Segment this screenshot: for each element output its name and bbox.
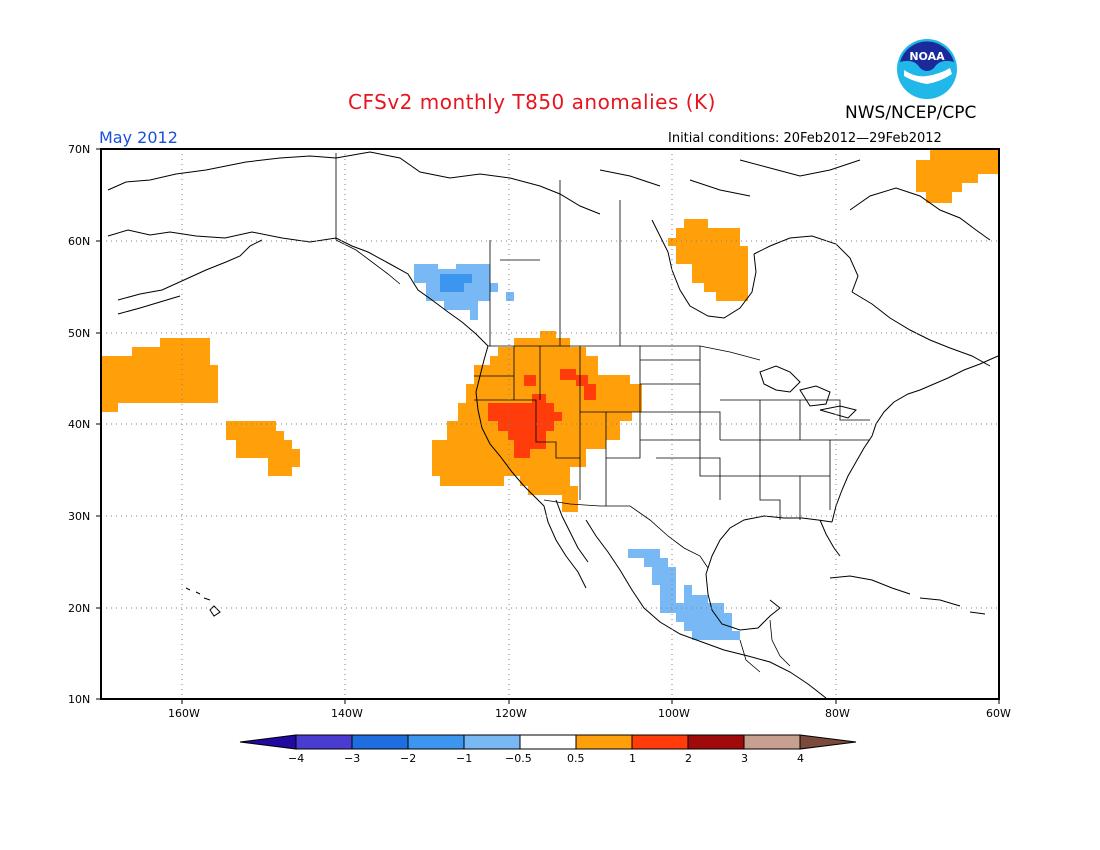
alaska-canada-border xyxy=(335,153,401,285)
aleutian-chain xyxy=(117,295,181,315)
lat-label-50n: 50N xyxy=(68,327,91,340)
lon-label-80w: 80W xyxy=(825,707,850,720)
colorbar-bin-2 xyxy=(352,735,408,749)
lat-label-40n: 40N xyxy=(68,418,91,431)
noaa-logo-text: NOAA xyxy=(909,50,945,63)
labrador-coast xyxy=(851,291,991,367)
colorbar-label-minus05: −0.5 xyxy=(505,752,532,765)
colorbar-bin-8 xyxy=(688,735,744,749)
colorbar-bin-1 xyxy=(296,735,352,749)
lat-label-30n: 30N xyxy=(68,510,91,523)
colorbar-label-2: 2 xyxy=(685,752,692,765)
lon-label-100w: 100W xyxy=(658,707,690,720)
lat-label-10n: 10N xyxy=(68,693,91,706)
colorbar-bin-5 xyxy=(520,735,576,749)
initial-conditions: Initial conditions: 20Feb2012—29Feb2012 xyxy=(668,131,942,146)
florida xyxy=(819,519,841,557)
colorbar-label-3: 3 xyxy=(741,752,748,765)
axis-ticks xyxy=(96,148,1000,704)
mexico-central-america-borders xyxy=(739,619,791,673)
anomaly-warm-pacific-south xyxy=(226,421,300,476)
lon-label-140w: 140W xyxy=(331,707,363,720)
hudson-bay-west xyxy=(651,219,757,319)
forecast-period: May 2012 xyxy=(99,128,178,147)
colorbar-arrow-high xyxy=(800,735,856,749)
map-grid xyxy=(101,149,999,699)
colorbar xyxy=(239,734,857,750)
colorbar-bin-6 xyxy=(576,735,632,749)
canada-provinces xyxy=(489,180,621,346)
cuba xyxy=(829,575,911,595)
anomaly-hot-core-wyoming xyxy=(560,369,596,400)
colorbar-label-minus2: −2 xyxy=(400,752,417,765)
colorbar-label-05: 0.5 xyxy=(567,752,585,765)
colorbar-arrow-low xyxy=(240,735,296,749)
map-title: CFSv2 monthly T850 anomalies (K) xyxy=(348,90,716,114)
alaska-west-coast xyxy=(117,239,263,301)
gulf-of-mexico-coast xyxy=(705,515,833,631)
colorbar-label-1: 1 xyxy=(629,752,636,765)
anomaly-warm-western-us-arm xyxy=(554,440,578,467)
anomaly-cool-bc-core xyxy=(440,274,472,292)
lat-label-70n: 70N xyxy=(68,143,91,156)
anomaly-cool-bc-speck xyxy=(506,292,514,301)
political-borders xyxy=(335,153,870,673)
colorbar-bin-3 xyxy=(408,735,464,749)
us-state-grid-east xyxy=(720,399,870,520)
colorbar-bin-7 xyxy=(632,735,688,749)
hudson-bay-east xyxy=(753,235,859,293)
baja-california xyxy=(543,499,589,589)
colorbar-bin-9 xyxy=(744,735,800,749)
anomaly-hot-core-idaho xyxy=(524,375,536,386)
noaa-logo-icon: NOAA xyxy=(897,39,957,99)
us-mexico-border xyxy=(543,499,709,569)
alaska-arctic-coast xyxy=(107,155,337,191)
us-west-coast xyxy=(475,345,545,507)
us-state-grid-central xyxy=(640,346,761,500)
colorbar-label-4: 4 xyxy=(797,752,804,765)
colorbar-bin-4 xyxy=(464,735,520,749)
colorbar-label-minus1: −1 xyxy=(456,752,473,765)
anomaly-warm-pacific-north xyxy=(101,338,218,412)
anomaly-cool-mexico xyxy=(628,549,740,640)
agency-label: NWS/NCEP/CPC xyxy=(845,103,977,123)
lon-label-160w: 160W xyxy=(168,707,200,720)
great-lakes xyxy=(759,365,857,419)
anomaly-warm-baffin xyxy=(916,149,999,203)
lon-label-60w: 60W xyxy=(986,707,1011,720)
coastlines xyxy=(107,151,999,699)
canada-arctic-coast xyxy=(335,151,601,215)
mexico-west-coast xyxy=(585,519,827,699)
baffin-island xyxy=(849,187,991,241)
colorbar-label-minus4: −4 xyxy=(288,752,305,765)
caribbean-islands xyxy=(919,597,986,615)
anomaly-warm-hudson-bay xyxy=(668,219,748,301)
lat-label-60n: 60N xyxy=(68,235,91,248)
lon-label-120w: 120W xyxy=(495,707,527,720)
hawaii xyxy=(185,587,221,617)
arctic-islands xyxy=(599,159,861,197)
alaska-coast xyxy=(107,229,489,347)
us-state-grid-west xyxy=(474,346,641,506)
lat-label-20n: 20N xyxy=(68,602,91,615)
us-east-coast xyxy=(831,355,999,523)
colorbar-label-minus3: −3 xyxy=(344,752,361,765)
